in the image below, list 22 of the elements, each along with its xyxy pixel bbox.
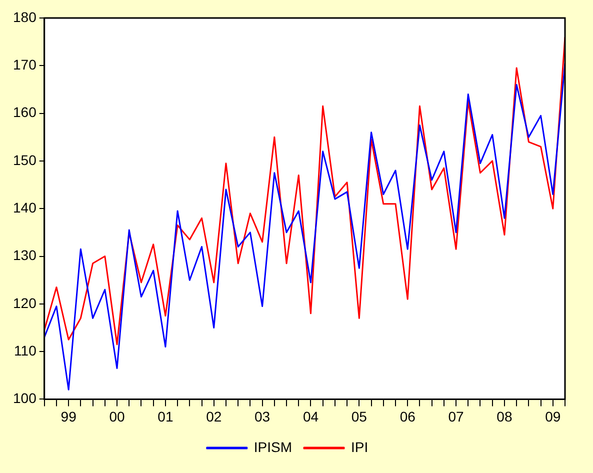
- x-tick-label: 00: [109, 408, 126, 424]
- legend-label: IPI: [351, 438, 368, 455]
- x-tick-label: 03: [254, 408, 270, 424]
- y-tick-label: 130: [13, 247, 37, 264]
- x-tick-label: 99: [60, 408, 77, 424]
- x-tick-label: 06: [400, 408, 416, 424]
- y-tick-label: 110: [14, 342, 37, 358]
- y-tick-label: 100: [13, 390, 37, 406]
- y-tick-label: 120: [13, 294, 37, 311]
- x-tick-label: 08: [496, 408, 512, 424]
- y-tick-label: 150: [13, 152, 37, 168]
- y-tick-label: 170: [13, 56, 37, 73]
- x-tick-label: 09: [545, 408, 561, 424]
- legend-label: IPISM: [254, 438, 292, 455]
- y-tick-label: 180: [13, 8, 37, 25]
- y-tick-label: 160: [13, 104, 37, 120]
- y-tick-label: 140: [13, 199, 37, 216]
- x-tick-label: 04: [302, 408, 319, 424]
- x-tick-label: 01: [158, 408, 174, 424]
- x-tick-label: 02: [206, 408, 222, 424]
- x-tick-label: 05: [351, 408, 368, 424]
- x-tick-label: 07: [448, 408, 464, 424]
